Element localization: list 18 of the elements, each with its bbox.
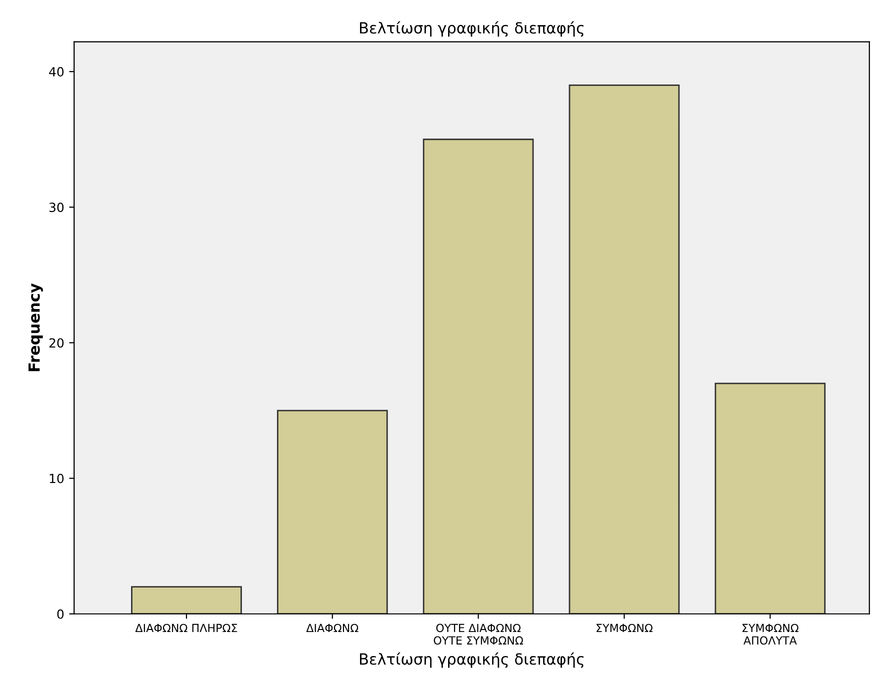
bar [276,410,388,614]
x-tick-label: ΣΥΜΦΩΝΩ [596,624,653,632]
y-tick-label: 20 [49,338,64,348]
bar [422,138,534,614]
y-axis-title: Frequency [28,283,43,372]
y-tick-label: 10 [50,474,64,484]
x-tick-label: ΟΥΤΕ ΔΙΑΦΩΝΩ ΟΥΤΕ ΣΥΜΦΩΝΩ [434,624,524,645]
x-tick-label: ΣΥΜΦΩΝΩ ΑΠΟΛΥΤΑ [742,624,798,645]
bar [131,586,242,614]
x-tick-label: ΔΙΑΦΩΝΩ [306,624,358,632]
bar [714,382,826,614]
bar [568,84,680,614]
y-tick-label: 30 [49,202,64,212]
chart-title: Βελτίωση γραφικής διεπαφής [360,21,584,37]
y-tick-label: 0 [57,609,64,619]
x-axis-title: Βελτίωση γραφικής διεπαφής [360,652,584,668]
y-tick-label: 40 [49,67,64,77]
x-tick-label: ΔΙΑΦΩΝΩ ΠΛΗΡΩΣ [135,624,238,632]
